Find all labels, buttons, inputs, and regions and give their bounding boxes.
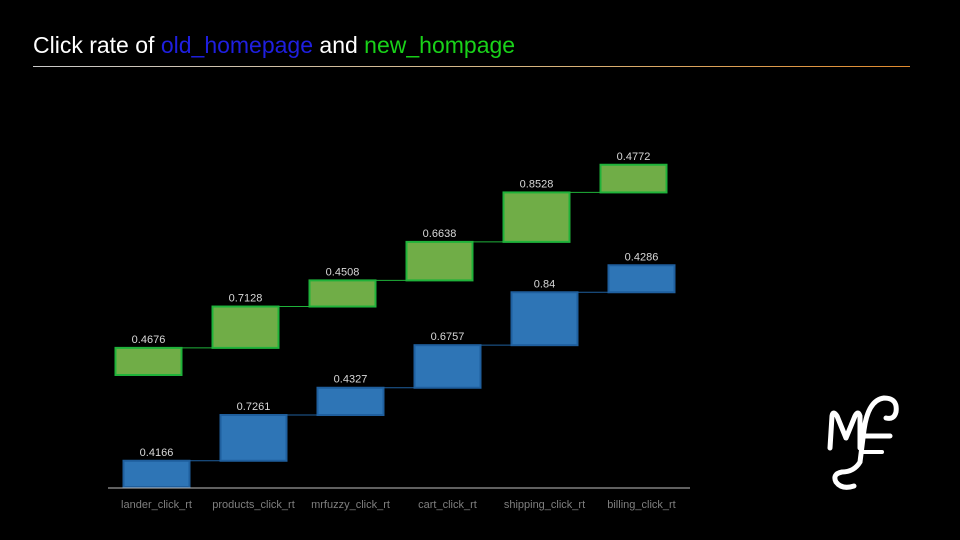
title-old-homepage: old_homepage — [160, 32, 314, 58]
slide-title: Click rate of old_homepage and new_hompa… — [33, 32, 515, 59]
series-1-bar-1 — [211, 305, 280, 349]
title-divider — [33, 66, 910, 67]
series-1-bar-5 — [599, 163, 668, 194]
x-tick-label-3: cart_click_rt — [418, 499, 477, 511]
mf-logo — [827, 395, 899, 490]
series-0-bar-4 — [510, 291, 579, 347]
series-0-data-label-0: 0.4166 — [140, 447, 174, 459]
series-0-bar-3 — [413, 344, 482, 389]
series-0-data-label-1: 0.7261 — [237, 401, 271, 413]
series-0-bar-2 — [316, 386, 385, 417]
series-0-bar-1 — [219, 414, 288, 462]
series-1-data-label-2: 0.4508 — [326, 266, 360, 278]
series-1-data-label-5: 0.4772 — [617, 151, 651, 163]
series-0-data-label-5: 0.4286 — [625, 251, 659, 263]
series-0-data-label-4: 0.84 — [534, 278, 555, 290]
x-tick-label-2: mrfuzzy_click_rt — [311, 499, 390, 511]
series-1-bar-3 — [405, 240, 474, 282]
x-tick-label-1: products_click_rt — [212, 499, 295, 511]
title-new-homepage: new_hompage — [364, 32, 516, 58]
series-1-data-label-0: 0.4676 — [132, 334, 166, 346]
title-mid: and — [313, 32, 365, 58]
series-1-data-label-1: 0.7128 — [229, 293, 263, 305]
series-1-bar-4 — [502, 191, 571, 243]
title-prefix: Click rate of — [33, 32, 161, 58]
series-0-bar-5 — [607, 264, 676, 294]
series-1-data-label-4: 0.8528 — [520, 178, 554, 190]
x-tick-label-0: lander_click_rt — [121, 499, 192, 511]
series-0-bar-0 — [122, 459, 191, 489]
x-tick-label-5: billing_click_rt — [607, 499, 675, 511]
series-1-data-label-3: 0.6638 — [423, 228, 457, 240]
series-0-data-label-2: 0.4327 — [334, 374, 368, 386]
x-tick-label-4: shipping_click_rt — [504, 499, 585, 511]
series-1-bar-0 — [114, 346, 183, 377]
series-1-bar-2 — [308, 279, 377, 308]
series-0-data-label-3: 0.6757 — [431, 331, 465, 343]
